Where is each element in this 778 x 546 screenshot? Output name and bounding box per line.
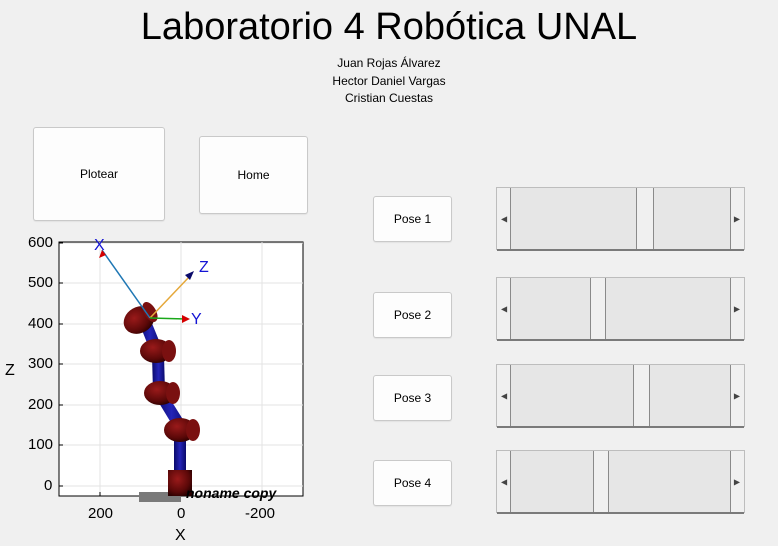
slider-3-track (497, 426, 744, 428)
slider-2-track (497, 339, 744, 341)
slider-2[interactable]: ◀ ▶ (496, 277, 745, 341)
frame-x-label: X (94, 237, 105, 254)
frame-z-label: Z (199, 259, 209, 276)
x-axis-label: X (175, 527, 186, 544)
robot-joints (123, 302, 200, 442)
slider-4-increment[interactable]: ▶ (730, 451, 744, 512)
z-tick-500: 500 (28, 274, 54, 291)
slider-2-increment[interactable]: ▶ (730, 278, 744, 339)
slider-1-thumb[interactable] (636, 188, 654, 249)
author-2: Hector Daniel Vargas (332, 74, 446, 88)
chevron-right-icon: ▶ (733, 304, 740, 313)
author-1: Juan Rojas Álvarez (337, 56, 441, 70)
z-tick-0: 0 (44, 477, 53, 494)
slider-3-increment[interactable]: ▶ (730, 365, 744, 426)
chevron-left-icon: ◀ (501, 214, 508, 223)
home-button[interactable]: Home (199, 136, 308, 214)
robot-base-joint (168, 470, 192, 496)
slider-1-decrement[interactable]: ◀ (497, 188, 511, 249)
chevron-right-icon: ▶ (733, 214, 740, 223)
author-3: Cristian Cuestas (344, 91, 434, 105)
slider-4-thumb[interactable] (593, 451, 609, 512)
slider-3-decrement[interactable]: ◀ (497, 365, 511, 426)
z-tick-200: 200 (28, 396, 54, 413)
slider-2-thumb[interactable] (590, 278, 606, 339)
chevron-right-icon: ▶ (733, 391, 740, 400)
x-tick-minus-200: -200 (245, 505, 276, 522)
z-tick-400: 400 (28, 315, 54, 332)
slider-3[interactable]: ◀ ▶ (496, 364, 745, 428)
frame-y-label: Y (191, 311, 202, 328)
z-tick-600: 600 (28, 234, 54, 251)
x-tick-200: 200 (88, 505, 114, 522)
end-effector-frame (99, 249, 194, 323)
pose-4-button[interactable]: Pose 4 (373, 460, 452, 506)
chevron-left-icon: ◀ (501, 391, 508, 400)
chevron-right-icon: ▶ (733, 477, 740, 486)
grid-lines (59, 242, 303, 496)
z-tick-300: 300 (28, 355, 54, 372)
app-title: Laboratorio 4 Robótica UNAL (140, 6, 638, 48)
robot-name-label: noname copy (186, 485, 277, 501)
slider-3-thumb[interactable] (633, 365, 650, 426)
slider-4-track (497, 512, 744, 514)
slider-4-decrement[interactable]: ◀ (497, 451, 511, 512)
robot-base-plate (139, 492, 181, 502)
slider-4[interactable]: ◀ ▶ (496, 450, 745, 514)
z-tick-100: 100 (28, 436, 54, 453)
pose-3-button[interactable]: Pose 3 (373, 375, 452, 421)
chevron-left-icon: ◀ (501, 477, 508, 486)
z-axis-label: Z (5, 362, 15, 379)
slider-1-track (497, 249, 744, 251)
slider-1[interactable]: ◀ ▶ (496, 187, 745, 251)
plot-button[interactable]: Plotear (33, 127, 165, 221)
x-tick-0: 0 (177, 505, 186, 522)
robot-plot[interactable] (0, 230, 320, 546)
slider-2-decrement[interactable]: ◀ (497, 278, 511, 339)
pose-2-button[interactable]: Pose 2 (373, 292, 452, 338)
pose-1-button[interactable]: Pose 1 (373, 196, 452, 242)
slider-1-increment[interactable]: ▶ (730, 188, 744, 249)
chevron-left-icon: ◀ (501, 304, 508, 313)
